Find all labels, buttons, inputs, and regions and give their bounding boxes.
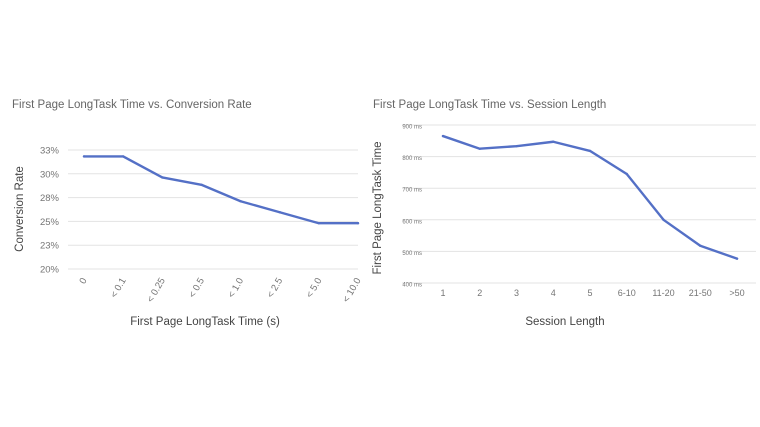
x-tick-label: < 10.0 — [341, 276, 364, 305]
x-axis-title: First Page LongTask Time (s) — [130, 316, 280, 328]
x-tick-label: < 2.5 — [265, 276, 285, 300]
y-tick-label: 33% — [40, 146, 60, 157]
y-tick-label: 600 ms — [402, 219, 422, 225]
x-tick-label: 21-50 — [689, 288, 712, 298]
y-tick-label: 28% — [40, 193, 60, 204]
data-point — [662, 218, 665, 221]
x-axis-title: Session Length — [525, 316, 604, 328]
data-point — [625, 172, 628, 176]
chart-1-title: First Page LongTask Time vs. Conversion … — [12, 99, 252, 111]
data-point — [441, 134, 445, 138]
x-tick-label: < 1.0 — [226, 276, 246, 300]
data-point — [161, 176, 164, 179]
y-tick-label: 25% — [40, 217, 60, 228]
y-tick-label: 900 ms — [402, 125, 422, 131]
y-tick-label: 800 ms — [402, 156, 422, 162]
data-point — [278, 211, 281, 214]
series-line — [441, 134, 739, 260]
data-point — [82, 155, 86, 158]
chart-2-title: First Page LongTask Time vs. Session Len… — [373, 99, 607, 111]
y-tick-label: 400 ms — [402, 283, 422, 289]
x-tick-label: 3 — [514, 288, 519, 298]
y-tick-label: 20% — [40, 265, 60, 276]
data-point — [699, 244, 702, 247]
y-tick-label: 30% — [40, 169, 60, 180]
data-point — [121, 155, 125, 158]
y-tick-label: 23% — [40, 241, 60, 252]
data-point — [239, 200, 242, 203]
x-tick-label: 5 — [587, 288, 592, 298]
y-axis-title: Conversion Rate — [14, 166, 26, 252]
x-tick-label: 0 — [77, 276, 89, 286]
data-point — [356, 222, 360, 225]
x-tick-label: < 5.0 — [304, 276, 324, 300]
data-point — [552, 140, 555, 143]
x-tick-label: < 0.25 — [145, 276, 168, 305]
x-tick-label: 6-10 — [618, 288, 636, 298]
y-tick-label: 500 ms — [402, 251, 422, 257]
x-tick-label: >50 — [729, 288, 744, 298]
session-length-chart: 900 ms 800 ms 700 ms 600 ms 500 ms 400 ms 1 2 3 4… — [372, 124, 756, 328]
conversion-rate-chart: 33% 30% 28% 25% 23% 20% 0 < 0.1 < 0.25 < 0.5 < 1.0… — [14, 146, 364, 329]
x-tick-label: < 0.5 — [187, 276, 207, 300]
data-point — [478, 147, 481, 150]
x-tick-label: 1 — [440, 288, 445, 298]
data-point — [200, 183, 203, 186]
x-tick-label: 11-20 — [652, 288, 674, 298]
x-tick-label: 2 — [477, 288, 482, 298]
data-point — [588, 149, 592, 153]
data-point — [735, 257, 739, 260]
series-line — [82, 155, 360, 225]
y-axis-title: First Page LongTask Time — [372, 142, 384, 275]
x-tick-label: 4 — [551, 288, 556, 298]
y-tick-label: 700 ms — [402, 188, 422, 194]
data-point — [515, 144, 518, 148]
data-point — [317, 222, 321, 225]
x-tick-label: < 0.1 — [109, 276, 129, 300]
